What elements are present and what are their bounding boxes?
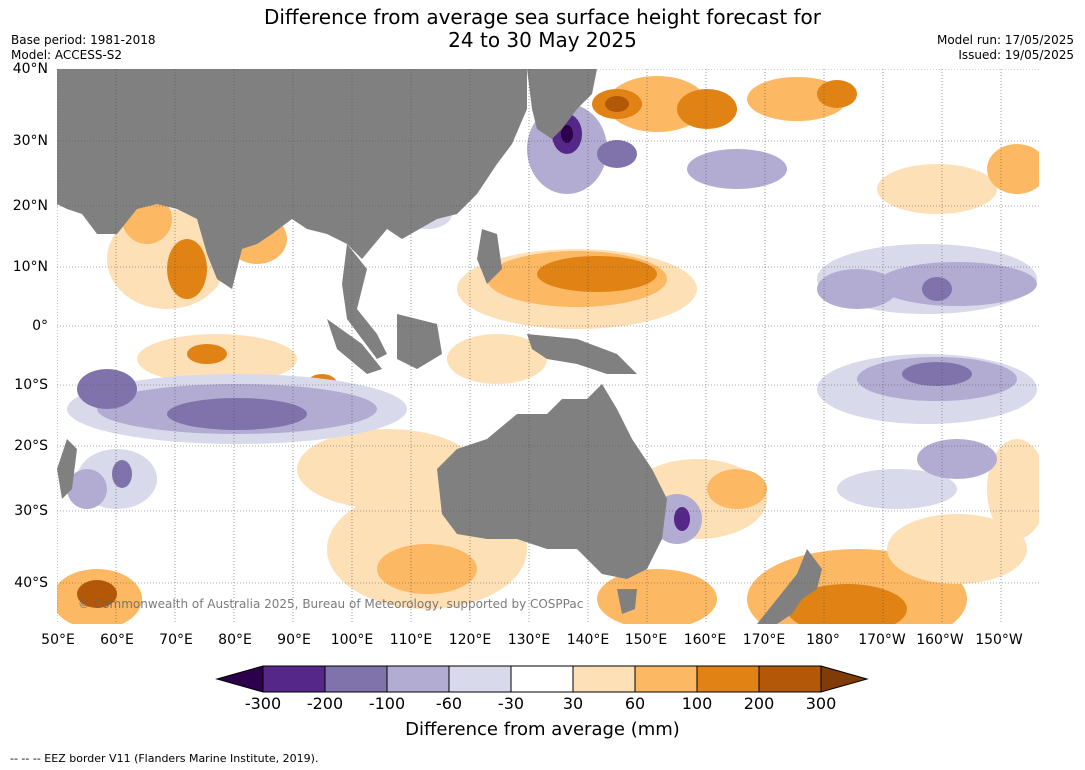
colorbar-label: 30 bbox=[562, 694, 584, 713]
borneo-land bbox=[397, 314, 442, 369]
tasmania-land bbox=[617, 589, 637, 614]
colorbar-extend-high bbox=[820, 665, 869, 693]
colorbar-label: -300 bbox=[244, 694, 282, 713]
colorbar-label: 100 bbox=[681, 694, 713, 713]
eez-footnote: -- -- -- EEZ border V11 (Flanders Marine… bbox=[10, 752, 319, 765]
colorbar-segment bbox=[696, 665, 760, 693]
colorbar-label: 60 bbox=[624, 694, 646, 713]
madagascar-land bbox=[57, 439, 77, 499]
colorbar-segment bbox=[324, 665, 388, 693]
x-tick-140e: 140°E bbox=[566, 632, 610, 648]
y-tick-40n: 40°N bbox=[12, 61, 48, 77]
landmasses bbox=[57, 69, 822, 624]
australia-land bbox=[437, 384, 667, 579]
colorbar-segment bbox=[510, 665, 574, 693]
x-tick-160e: 160°E bbox=[683, 632, 727, 648]
colorbar-extend-low bbox=[215, 665, 264, 693]
new-guinea-land bbox=[527, 334, 637, 374]
y-tick-20n: 20°N bbox=[12, 198, 48, 214]
model-run: Model run: 17/05/2025 bbox=[936, 33, 1074, 47]
x-tick-60e: 60°E bbox=[100, 632, 134, 648]
colorbar bbox=[215, 665, 869, 693]
x-tick-120e: 120°E bbox=[448, 632, 492, 648]
colorbar-label: -200 bbox=[306, 694, 344, 713]
issued-date: Issued: 19/05/2025 bbox=[958, 48, 1074, 62]
colorbar-segment bbox=[386, 665, 450, 693]
colorbar-segment bbox=[448, 665, 512, 693]
philippines-land bbox=[477, 229, 502, 284]
y-tick-20s: 20°S bbox=[14, 438, 48, 454]
colorbar-segment bbox=[634, 665, 698, 693]
colorbar-label: 200 bbox=[743, 694, 775, 713]
indochina-land bbox=[342, 244, 387, 359]
x-tick-70e: 70°E bbox=[159, 632, 193, 648]
x-tick-160w: 160°W bbox=[916, 632, 964, 648]
x-tick-130e: 130°E bbox=[507, 632, 551, 648]
map-title-line1: Difference from average sea surface heig… bbox=[263, 5, 822, 29]
x-tick-110e: 110°E bbox=[389, 632, 433, 648]
colorbar-label: 300 bbox=[805, 694, 837, 713]
asia-land bbox=[57, 69, 527, 289]
colorbar-label: -100 bbox=[368, 694, 406, 713]
x-tick-100e: 100°E bbox=[330, 632, 374, 648]
map-title-line2: 24 to 30 May 2025 bbox=[448, 28, 637, 52]
japan-land bbox=[527, 69, 597, 139]
map-panel bbox=[57, 69, 1039, 624]
map-svg bbox=[57, 69, 1039, 624]
copyright-text: © Commonwealth of Australia 2025, Bureau… bbox=[78, 597, 584, 611]
x-tick-80e: 80°E bbox=[218, 632, 252, 648]
x-tick-170e: 170°E bbox=[742, 632, 786, 648]
x-tick-90e: 90°E bbox=[277, 632, 311, 648]
colorbar-segment bbox=[758, 665, 822, 693]
x-tick-170w: 170°W bbox=[858, 632, 906, 648]
colorbar-label: -30 bbox=[497, 694, 525, 713]
y-tick-10s: 10°S bbox=[14, 377, 48, 393]
y-tick-10n: 10°N bbox=[12, 259, 48, 275]
colorbar-label: -60 bbox=[435, 694, 463, 713]
y-tick-40s: 40°S bbox=[14, 575, 48, 591]
colorbar-title: Difference from average (mm) bbox=[405, 719, 680, 740]
anomaly-field bbox=[57, 76, 1039, 624]
x-tick-150w: 150°W bbox=[975, 632, 1023, 648]
new-zealand-land bbox=[757, 549, 822, 624]
y-tick-0: 0° bbox=[32, 318, 48, 334]
y-tick-30s: 30°S bbox=[14, 503, 48, 519]
colorbar-segment bbox=[572, 665, 636, 693]
gridlines bbox=[57, 69, 1039, 624]
base-period: Base period: 1981-2018 bbox=[11, 33, 156, 47]
x-tick-50e: 50°E bbox=[41, 632, 75, 648]
y-tick-30n: 30°N bbox=[12, 133, 48, 149]
x-tick-150e: 150°E bbox=[624, 632, 668, 648]
sumatra-land bbox=[327, 319, 382, 374]
colorbar-segment bbox=[262, 665, 326, 693]
model-name: Model: ACCESS-S2 bbox=[11, 48, 123, 62]
x-tick-180: 180° bbox=[806, 632, 840, 648]
